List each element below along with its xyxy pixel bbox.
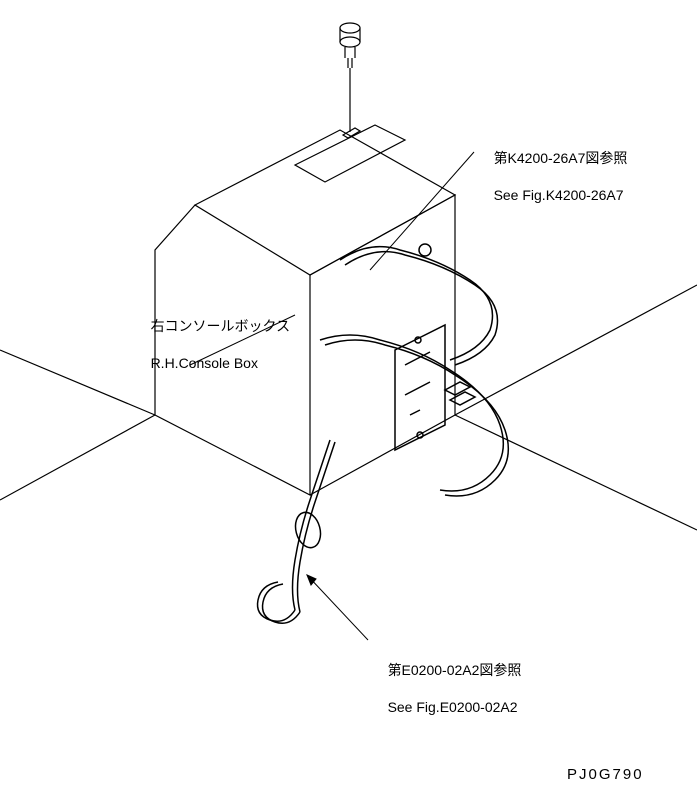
diagram-container: 右コンソールボックス R.H.Console Box 第K4200-26A7図参… [0,0,697,795]
part-code: PJ0G790 [567,766,644,783]
reference-bottom-en: See Fig.E0200-02A2 [388,699,518,715]
console-box-label: 右コンソールボックス R.H.Console Box [135,299,290,390]
console-box-label-en: R.H.Console Box [151,355,258,371]
reference-top-jp: 第K4200-26A7図参照 [494,150,628,166]
reference-top-label: 第K4200-26A7図参照 See Fig.K4200-26A7 [478,131,627,222]
reference-top-en: See Fig.K4200-26A7 [494,187,624,203]
reference-bottom-jp: 第E0200-02A2図参照 [388,662,522,678]
leader-lines [190,152,474,640]
wiring-harness [258,244,509,623]
connector-component [340,23,360,132]
technical-drawing [0,0,697,795]
reference-bottom-label: 第E0200-02A2図参照 See Fig.E0200-02A2 [372,643,521,734]
console-box-label-jp: 右コンソールボックス [151,318,291,334]
